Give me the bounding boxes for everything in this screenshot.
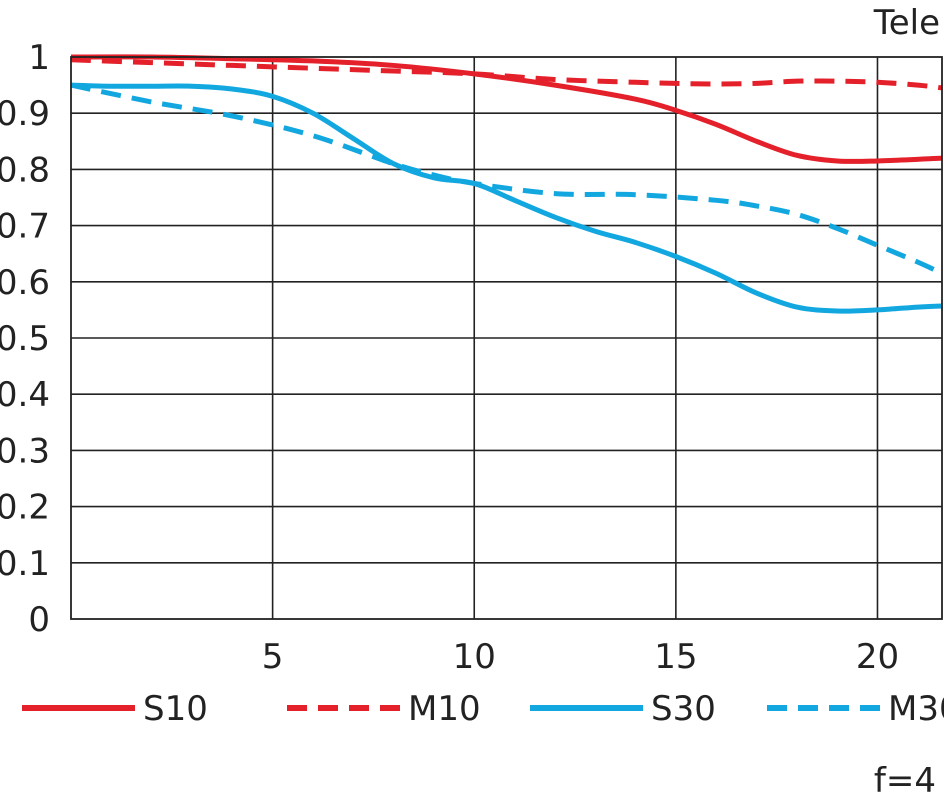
y-tick-label: 1	[28, 38, 50, 78]
legend-label-m30: M30	[888, 689, 944, 729]
legend-label-s10: S10	[143, 689, 208, 729]
series-line-m30	[70, 82, 944, 276]
x-axis-ticks: 5 10 15 20	[262, 637, 899, 677]
y-tick-label: 0	[28, 600, 50, 640]
y-axis-ticks: 0 0.1 0.2 0.3 0.4 0.5 0.6 0.7 0.8 0.9 1	[0, 38, 50, 640]
y-tick-label: 0.7	[0, 207, 50, 247]
legend: S10 M10 S30 M30	[22, 689, 944, 729]
legend-label-m10: M10	[408, 689, 481, 729]
legend-label-s30: S30	[651, 689, 716, 729]
y-tick-label: 0.8	[0, 150, 50, 190]
y-tick-label: 0.5	[0, 319, 50, 359]
x-tick-label: 10	[453, 637, 496, 677]
plot-frame	[70, 56, 943, 620]
series-lines	[70, 54, 944, 314]
series-line-m10	[70, 57, 943, 91]
grid	[71, 57, 942, 619]
y-tick-label: 0.9	[0, 94, 50, 134]
x-tick-label: 15	[654, 637, 697, 677]
chart-title: Tele	[873, 3, 940, 43]
y-tick-label: 0.3	[0, 431, 50, 471]
aperture-label: f=4	[874, 761, 936, 800]
series-line-s30	[70, 82, 943, 314]
y-tick-label: 0.2	[0, 488, 50, 528]
y-tick-label: 0.6	[0, 263, 50, 303]
x-tick-label: 5	[262, 637, 284, 677]
series-line-s10	[70, 54, 943, 165]
x-tick-label: 20	[856, 637, 899, 677]
y-tick-label: 0.4	[0, 375, 50, 415]
y-tick-label: 0.1	[0, 544, 50, 584]
